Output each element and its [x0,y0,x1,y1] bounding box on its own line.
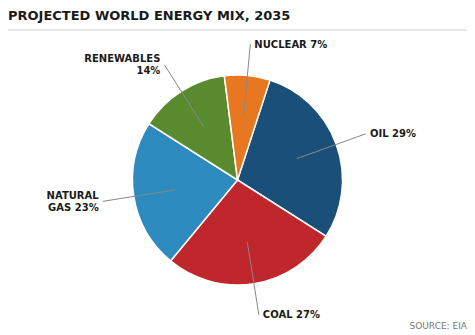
leader-line [297,134,366,159]
title: PROJECTED WORLD ENERGY MIX, 2035 [8,8,290,23]
pie-slice [149,76,238,180]
source: SOURCE: EIA [409,321,467,331]
labels: OIL 29% COAL 27% NATURALGAS 23% RENEWABLES1… [44,37,419,323]
leader-line [103,190,176,201]
label-box [81,51,163,78]
label-box [260,307,323,322]
leader-line [247,242,258,315]
slice-label: RENEWABLES14% [84,53,160,76]
chart-svg: PROJECTED WORLD ENERGY MIX, 2035 SOURCE: … [0,0,475,335]
label-box [44,188,103,215]
leader-line [243,44,250,117]
pie-slice [224,75,270,180]
label-box [367,126,419,141]
pie [132,75,342,285]
title-rule [8,30,467,31]
label-box [251,37,330,52]
slice-label: NATURALGAS 23% [47,190,100,213]
leader-line [164,65,203,127]
slice-label: OIL 29% [370,128,416,139]
slice-label: COAL 27% [263,309,320,320]
slice-label: NUCLEAR 7% [254,39,327,50]
